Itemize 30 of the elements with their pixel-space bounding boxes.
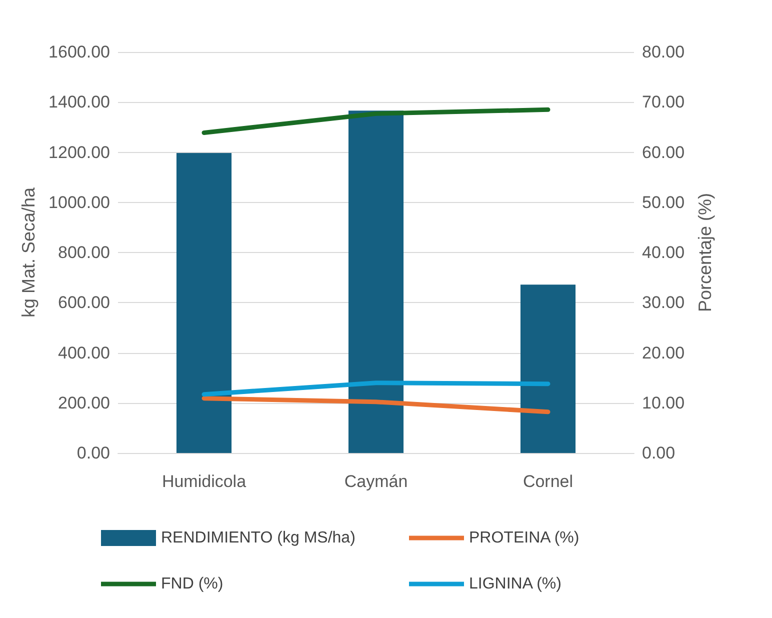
legend-label: PROTEINA (%) — [469, 530, 580, 546]
y2-tick-label: 20.00 — [642, 343, 685, 362]
x-tick-label: Humidicola — [162, 472, 247, 491]
legend-label: FND (%) — [161, 576, 224, 592]
x-tick-label: Cornel — [522, 472, 574, 491]
y-tick-label: 1200.00 — [48, 142, 110, 162]
y-tick-label: 1000.00 — [48, 192, 110, 212]
bar — [176, 153, 232, 453]
y2-tick-label: 80.00 — [642, 42, 685, 62]
y-tick-label: 400.00 — [58, 343, 110, 362]
legend-label: RENDIMIENTO (kg MS/ha) — [161, 530, 356, 546]
y2-tick-label: 50.00 — [642, 192, 685, 212]
y2-tick-label: 0.00 — [642, 444, 676, 462]
y-tick-label: 200.00 — [58, 393, 110, 412]
y2-tick-label: 70.00 — [642, 92, 685, 112]
y-tick-label: 1400.00 — [48, 92, 110, 112]
legend-label: LIGNINA (%) — [469, 576, 562, 592]
bar — [348, 110, 404, 453]
y-tick-label: 0.00 — [76, 444, 110, 462]
y2-tick-label: 10.00 — [642, 393, 685, 412]
y2-tick-label: 40.00 — [642, 243, 685, 262]
y2-tick-label: 60.00 — [642, 142, 685, 162]
y2-axis-title: Porcentaje (%) — [695, 192, 715, 312]
y-axis-title: kg Mat. Seca/ha — [18, 186, 39, 318]
bar — [520, 284, 576, 453]
y-tick-label: 1600.00 — [48, 42, 110, 62]
x-tick-label: Caymán — [344, 472, 408, 491]
y-tick-label: 800.00 — [58, 243, 110, 262]
y2-tick-label: 30.00 — [642, 293, 685, 312]
y-tick-label: 600.00 — [58, 293, 110, 312]
